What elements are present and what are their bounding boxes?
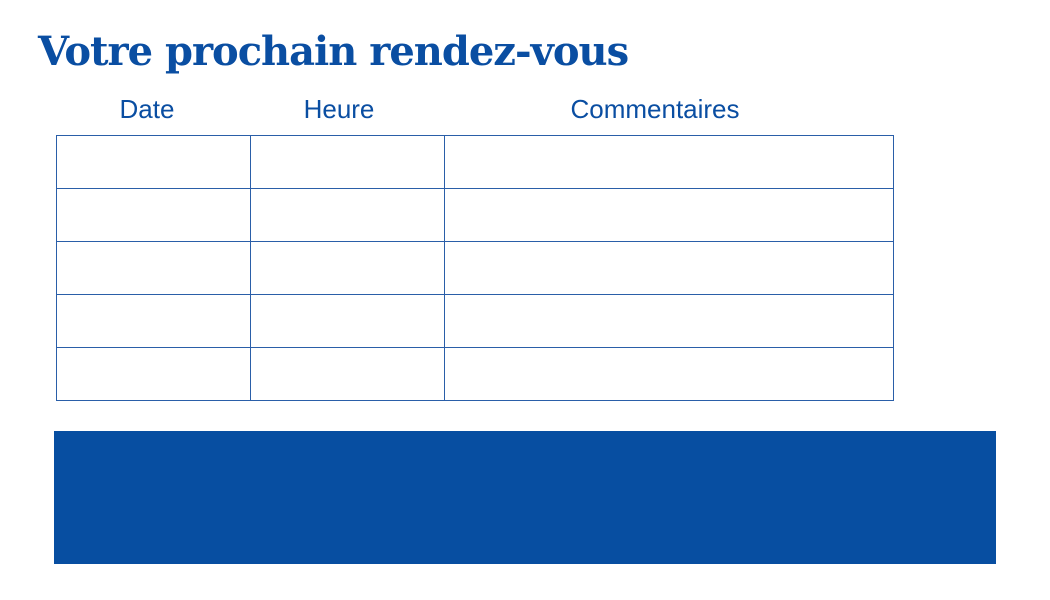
commentaires-cell[interactable] [444, 135, 894, 189]
commentaires-cell[interactable] [444, 241, 894, 295]
table-row [56, 241, 894, 295]
heure-cell[interactable] [250, 347, 445, 401]
heure-cell[interactable] [250, 294, 445, 348]
heure-cell[interactable] [250, 135, 445, 189]
heure-cell[interactable] [250, 188, 445, 242]
date-cell[interactable] [56, 241, 251, 295]
column-header-commentaires: Commentaires [570, 94, 740, 124]
table-row [56, 294, 894, 348]
page-title: Votre prochain rendez-vous [38, 28, 629, 75]
date-cell[interactable] [56, 294, 251, 348]
appointment-table [56, 135, 894, 401]
commentaires-cell[interactable] [444, 188, 894, 242]
column-header-date: Date [119, 94, 175, 124]
table-row [56, 135, 894, 189]
date-cell[interactable] [56, 188, 251, 242]
heure-cell[interactable] [250, 241, 445, 295]
table-row [56, 188, 894, 242]
commentaires-cell[interactable] [444, 294, 894, 348]
commentaires-cell[interactable] [444, 347, 894, 401]
table-row [56, 347, 894, 401]
blue-banner [54, 431, 996, 564]
column-header-heure: Heure [303, 94, 375, 124]
date-cell[interactable] [56, 347, 251, 401]
date-cell[interactable] [56, 135, 251, 189]
